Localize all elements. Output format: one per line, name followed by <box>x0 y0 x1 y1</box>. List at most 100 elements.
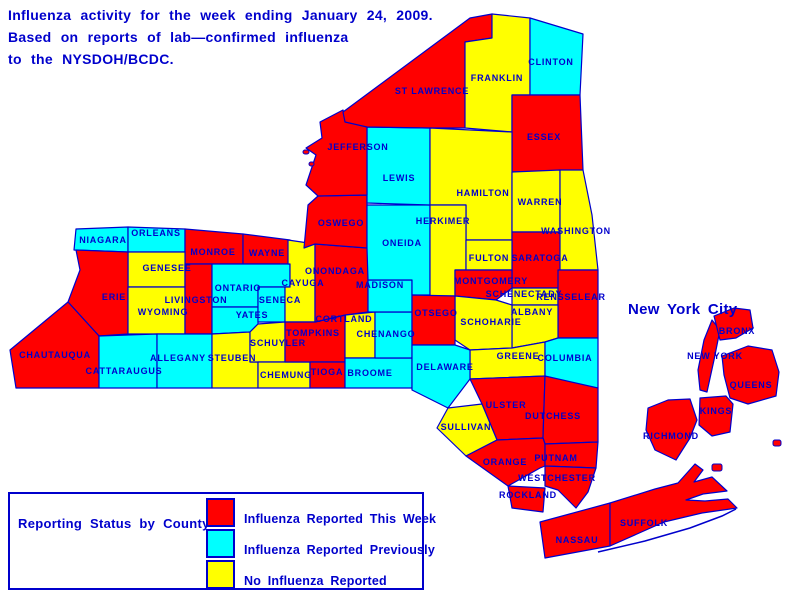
county-label-ontario: ONTARIO <box>215 283 261 293</box>
small-island-1 <box>308 161 315 167</box>
county-label-niagara: NIAGARA <box>79 235 127 245</box>
county-label-broome: BROOME <box>347 368 392 378</box>
county-label-allegany: ALLEGANY <box>150 353 206 363</box>
legend-swatch-this_week <box>206 498 235 527</box>
county-label-new-york: NEW YORK <box>687 351 743 361</box>
county-label-oswego: OSWEGO <box>318 218 364 228</box>
county-orange <box>465 437 546 487</box>
county-rockland <box>507 485 546 513</box>
county-label-greene: GREENE <box>497 351 540 361</box>
barrier-island-shoreline <box>597 508 737 553</box>
county-montgomery <box>454 269 513 301</box>
county-label-yates: YATES <box>236 310 269 320</box>
county-nassau <box>539 502 611 559</box>
legend-item-none: No Influenza Reported <box>206 560 436 589</box>
county-label-onondaga: ONONDAGA <box>305 266 365 276</box>
county-label-nassau: NASSAU <box>556 535 599 545</box>
county-rensselear <box>557 269 599 339</box>
legend-title: Reporting Status by County <box>18 516 210 531</box>
county-label-schenectady: SCHENECTADY <box>486 289 563 299</box>
county-label-oneida: ONEIDA <box>382 238 422 248</box>
county-label-chemung: CHEMUNG <box>260 370 312 380</box>
county-label-clinton: CLINTON <box>528 57 573 67</box>
county-label-st-lawrence: ST LAWRENCE <box>395 86 469 96</box>
county-label-delaware: DELAWARE <box>416 362 473 372</box>
county-label-monroe: MONROE <box>190 247 235 257</box>
small-island-3 <box>772 439 782 447</box>
county-label-montgomery: MONTGOMERY <box>454 276 528 286</box>
county-label-livingston: LIVINGSTON <box>165 295 228 305</box>
county-label-chautauqua: CHAUTAUQUA <box>19 350 91 360</box>
legend-box: Reporting Status by County Influenza Rep… <box>8 492 436 590</box>
county-westchester <box>544 465 597 509</box>
county-label-rockland: ROCKLAND <box>499 490 557 500</box>
county-richmond <box>645 398 698 461</box>
county-label-queens: QUEENS <box>730 380 773 390</box>
county-label-warren: WARREN <box>518 197 563 207</box>
legend-label-this_week: Influenza Reported This Week <box>244 512 437 526</box>
county-bronx <box>713 307 754 341</box>
county-label-cayuga: CAYUGA <box>282 278 325 288</box>
county-label-westchester: WESTCHESTER <box>518 473 596 483</box>
county-label-albany: ALBANY <box>511 307 553 317</box>
county-kings <box>698 395 734 437</box>
legend-swatch-none <box>206 560 235 589</box>
county-label-rensselear: RENSSELEAR <box>536 292 606 302</box>
nyc-region-label: New York City <box>628 301 738 318</box>
county-label-essex: ESSEX <box>527 132 561 142</box>
county-label-richmond: RICHMOND <box>643 431 699 441</box>
county-label-wyoming: WYOMING <box>138 307 189 317</box>
county-label-washington: WASHINGTON <box>541 226 611 236</box>
county-label-orleans: ORLEANS <box>131 228 181 238</box>
county-label-schoharie: SCHOHARIE <box>460 317 521 327</box>
map-title: Influenza activity for the week ending J… <box>8 4 433 70</box>
county-cattaraugus <box>98 333 158 389</box>
county-label-suffolk: SUFFOLK <box>620 518 668 528</box>
county-label-wayne: WAYNE <box>249 248 285 258</box>
county-otsego <box>411 294 456 346</box>
title-line-1: Influenza activity for the week ending J… <box>8 7 433 23</box>
title-line-3: to the NYSDOH/BCDC. <box>8 51 174 67</box>
legend-item-this_week: Influenza Reported This Week <box>206 498 436 527</box>
county-label-fulton: FULTON <box>469 253 509 263</box>
county-label-franklin: FRANKLIN <box>471 73 523 83</box>
county-label-cattaraugus: CATTARAUGUS <box>86 366 163 376</box>
small-island-2 <box>711 463 723 472</box>
county-label-seneca: SENECA <box>259 295 301 305</box>
legend-items: Influenza Reported This Week Influenza Re… <box>206 498 436 591</box>
legend-item-previously: Influenza Reported Previously <box>206 529 436 558</box>
county-label-jefferson: JEFFERSON <box>327 142 388 152</box>
county-label-chenango: CHENANGO <box>357 329 416 339</box>
county-label-hamilton: HAMILTON <box>456 188 509 198</box>
county-label-cortland: CORTLAND <box>316 314 373 324</box>
county-label-bronx: BRONX <box>719 326 756 336</box>
county-delaware <box>411 344 471 409</box>
county-label-dutchess: DUTCHESS <box>525 411 581 421</box>
county-label-lewis: LEWIS <box>383 173 416 183</box>
county-label-tioga: TIOGA <box>311 367 344 377</box>
county-label-putnam: PUTNAM <box>534 453 577 463</box>
county-label-ulster: ULSTER <box>486 400 527 410</box>
county-label-erie: ERIE <box>102 292 126 302</box>
county-chautauqua <box>9 301 100 389</box>
county-label-madison: MADISON <box>356 280 404 290</box>
legend-label-none: No Influenza Reported <box>244 574 387 588</box>
county-label-genesee: GENESEE <box>142 263 191 273</box>
county-lewis <box>366 126 431 206</box>
county-label-herkimer: HERKIMER <box>416 216 470 226</box>
county-label-otsego: OTSEGO <box>414 308 457 318</box>
county-label-orange: ORANGE <box>483 457 527 467</box>
legend-label-previously: Influenza Reported Previously <box>244 543 436 557</box>
legend-swatch-previously <box>206 529 235 558</box>
county-label-steuben: STEUBEN <box>208 353 257 363</box>
county-dutchess <box>542 375 599 445</box>
county-label-saratoga: SARATOGA <box>511 253 568 263</box>
county-label-schuyler: SCHUYLER <box>250 338 306 348</box>
county-label-columbia: COLUMBIA <box>538 353 593 363</box>
county-label-kings: KINGS <box>700 406 733 416</box>
county-label-sullivan: SULLIVAN <box>441 422 492 432</box>
title-line-2: Based on reports of lab—confirmed influe… <box>8 29 349 45</box>
county-label-tompkins: TOMPKINS <box>286 328 340 338</box>
